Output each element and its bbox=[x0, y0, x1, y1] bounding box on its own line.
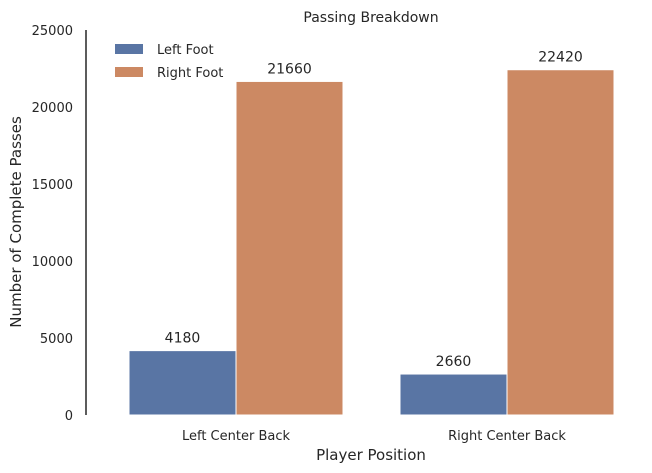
x-tick-label: Right Center Back bbox=[448, 429, 566, 444]
legend-swatch bbox=[115, 44, 143, 54]
data-label: 4180 bbox=[165, 331, 201, 347]
y-tick-label: 10000 bbox=[32, 255, 73, 270]
y-axis-label: Number of Complete Passes bbox=[7, 116, 25, 328]
x-tick-label: Left Center Back bbox=[182, 429, 291, 444]
y-tick-label: 20000 bbox=[32, 101, 73, 116]
bar bbox=[399, 373, 508, 416]
y-tick-label: 25000 bbox=[32, 24, 73, 39]
legend-entry: Right Foot bbox=[157, 66, 223, 81]
chart-title: Passing Breakdown bbox=[303, 10, 438, 26]
legend-entry: Left Foot bbox=[157, 43, 214, 58]
legend-swatch bbox=[115, 67, 143, 77]
y-ticks: 0 5000 10000 15000 20000 25000 bbox=[32, 24, 73, 424]
y-tick-label: 0 bbox=[65, 409, 73, 424]
data-label: 22420 bbox=[538, 50, 583, 66]
y-tick-label: 15000 bbox=[32, 178, 73, 193]
data-label: 21660 bbox=[267, 61, 312, 77]
bar bbox=[235, 80, 344, 416]
bars: 4180 2660 21660 22420 bbox=[128, 50, 615, 416]
legend: Left Foot Right Foot bbox=[115, 43, 223, 81]
bar bbox=[506, 69, 615, 416]
x-axis-label: Player Position bbox=[316, 446, 426, 464]
x-ticks: Left Center Back Right Center Back bbox=[182, 429, 566, 444]
data-label: 2660 bbox=[436, 354, 472, 370]
y-tick-label: 5000 bbox=[40, 332, 73, 347]
bar bbox=[128, 350, 237, 416]
